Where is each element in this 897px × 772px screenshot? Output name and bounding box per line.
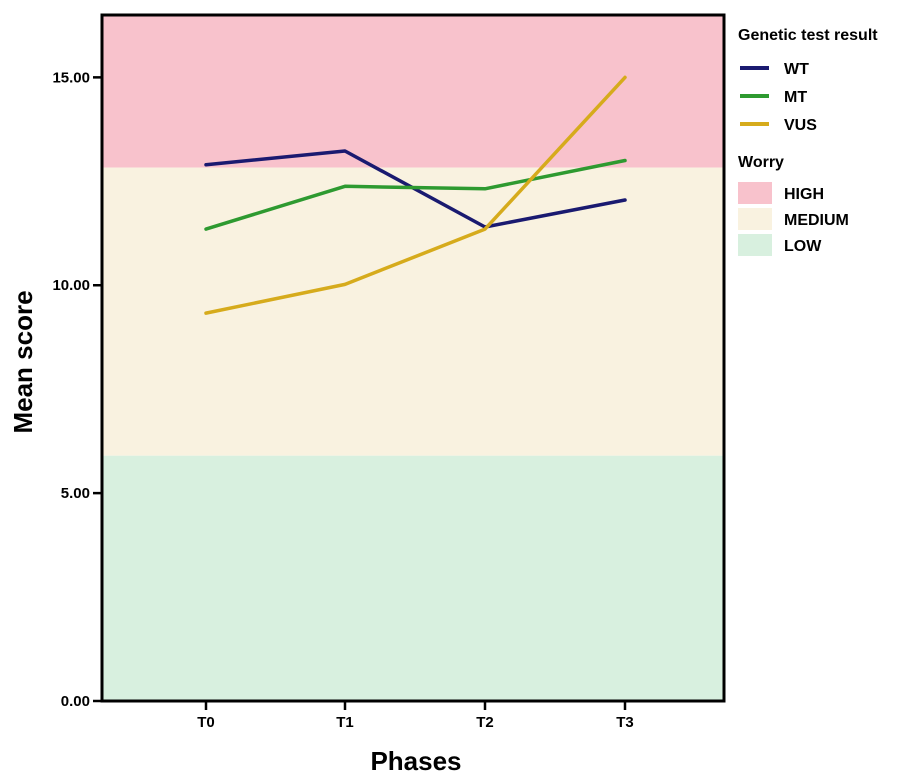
legend-swatch-medium (738, 208, 772, 230)
y-tick-label: 5.00 (61, 485, 90, 502)
y-tick-label: 10.00 (52, 277, 90, 294)
legend-swatch-high (738, 182, 772, 204)
legend-label-wt: WT (784, 61, 809, 78)
x-tick-label: T1 (336, 714, 354, 731)
x-tick-label: T0 (197, 714, 215, 731)
band-high (102, 15, 724, 168)
legend-label-medium: MEDIUM (784, 212, 849, 229)
x-axis-title: Phases (370, 746, 461, 772)
band-medium (102, 167, 724, 456)
series-line-mt (204, 158, 627, 231)
legend-swatch-low (738, 234, 772, 256)
y-tick-label: 15.00 (52, 69, 90, 86)
legend-label-vus: VUS (784, 117, 817, 134)
series-lines (204, 75, 627, 315)
legend-title-worry: Worry (738, 154, 784, 171)
legend-label-low: LOW (784, 238, 822, 255)
plot-frame (100, 13, 726, 703)
worry-bands (102, 15, 724, 701)
y-axis-title: Mean score (8, 290, 38, 433)
legend-label-mt: MT (784, 89, 807, 106)
plot-border (100, 13, 726, 703)
legend-label-high: HIGH (784, 186, 824, 203)
y-axis: 0.00 5.00 10.00 15.00 (52, 69, 102, 710)
band-low (102, 455, 724, 701)
x-tick-label: T3 (616, 714, 634, 731)
series-line-vus (204, 75, 627, 315)
x-axis: T0 T1 T2 T3 (197, 701, 634, 731)
legend-title-genetic: Genetic test result (738, 27, 878, 44)
x-tick-label: T2 (476, 714, 494, 731)
y-tick-label: 0.00 (61, 693, 90, 710)
